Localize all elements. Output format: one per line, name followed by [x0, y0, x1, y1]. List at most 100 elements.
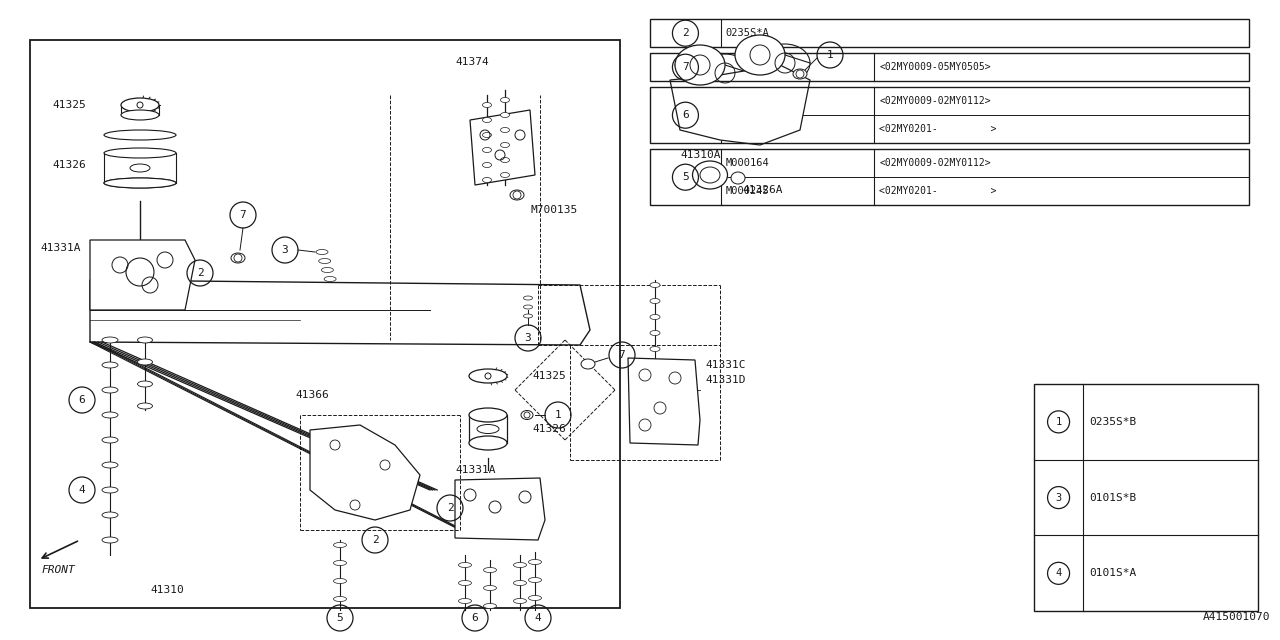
Ellipse shape [334, 561, 347, 566]
Ellipse shape [334, 596, 347, 602]
Ellipse shape [700, 54, 750, 92]
Ellipse shape [458, 580, 471, 586]
Text: 7: 7 [618, 350, 626, 360]
Ellipse shape [458, 563, 471, 568]
Ellipse shape [321, 268, 333, 273]
Bar [650, 53, 1249, 81]
Ellipse shape [230, 253, 244, 263]
Text: 41386: 41386 [726, 96, 756, 106]
Ellipse shape [102, 412, 118, 418]
Ellipse shape [500, 127, 509, 132]
Text: <02MY0009-02MY0112>: <02MY0009-02MY0112> [879, 96, 991, 106]
Ellipse shape [122, 110, 159, 120]
Ellipse shape [500, 143, 509, 147]
Text: A415001070: A415001070 [1202, 612, 1270, 622]
Ellipse shape [324, 276, 337, 282]
Polygon shape [90, 280, 590, 345]
Text: 41326: 41326 [52, 160, 86, 170]
Text: 2: 2 [371, 535, 379, 545]
Text: 4: 4 [1056, 568, 1061, 579]
Ellipse shape [468, 408, 507, 422]
Text: 0101S*B: 0101S*B [1089, 493, 1137, 502]
Bar [1034, 384, 1258, 611]
Text: 2: 2 [447, 503, 453, 513]
Polygon shape [669, 65, 810, 145]
Ellipse shape [104, 148, 177, 158]
Ellipse shape [334, 579, 347, 584]
Ellipse shape [468, 436, 507, 450]
Ellipse shape [122, 98, 159, 112]
Ellipse shape [102, 537, 118, 543]
Ellipse shape [102, 462, 118, 468]
Text: 3: 3 [525, 333, 531, 343]
Text: M030005: M030005 [726, 124, 769, 134]
Ellipse shape [468, 369, 507, 383]
Polygon shape [90, 240, 195, 310]
Ellipse shape [334, 543, 347, 547]
Text: M000164: M000164 [726, 158, 769, 168]
Text: 41331C: 41331C [705, 360, 745, 370]
Text: 41366: 41366 [294, 390, 329, 400]
Ellipse shape [700, 167, 721, 183]
Text: 6: 6 [471, 613, 479, 623]
Ellipse shape [581, 359, 595, 369]
Polygon shape [454, 478, 545, 540]
Text: 2: 2 [197, 268, 204, 278]
Ellipse shape [483, 147, 492, 152]
Ellipse shape [500, 97, 509, 102]
Text: 5: 5 [682, 172, 689, 182]
Ellipse shape [484, 604, 497, 609]
Text: 1: 1 [554, 410, 562, 420]
Ellipse shape [484, 568, 497, 573]
Text: 1: 1 [1056, 417, 1061, 427]
Ellipse shape [500, 173, 509, 177]
Text: 1: 1 [827, 50, 833, 60]
Ellipse shape [513, 563, 526, 568]
Ellipse shape [524, 305, 532, 309]
Text: 0101S*A: 0101S*A [1089, 568, 1137, 579]
Ellipse shape [500, 157, 509, 163]
Ellipse shape [137, 381, 152, 387]
Polygon shape [470, 110, 535, 185]
Ellipse shape [731, 172, 745, 184]
Ellipse shape [500, 113, 509, 118]
Bar [650, 19, 1249, 47]
Text: 41331A: 41331A [454, 465, 495, 475]
Ellipse shape [650, 314, 660, 319]
Ellipse shape [104, 178, 177, 188]
Ellipse shape [513, 598, 526, 604]
Ellipse shape [102, 387, 118, 393]
Ellipse shape [102, 512, 118, 518]
Ellipse shape [102, 337, 118, 343]
Ellipse shape [675, 45, 724, 85]
Bar [29, 40, 620, 608]
Text: 2: 2 [682, 28, 689, 38]
Ellipse shape [458, 598, 471, 604]
Text: <02MY0009-05MY0505>: <02MY0009-05MY0505> [879, 62, 991, 72]
Ellipse shape [102, 487, 118, 493]
Ellipse shape [137, 337, 152, 343]
Text: 4: 4 [78, 485, 86, 495]
Ellipse shape [131, 164, 150, 172]
Text: 41310A: 41310A [680, 150, 721, 160]
Ellipse shape [794, 69, 806, 79]
Ellipse shape [484, 586, 497, 591]
Ellipse shape [650, 330, 660, 335]
Text: 41326: 41326 [532, 424, 566, 434]
Text: 3: 3 [282, 245, 288, 255]
Ellipse shape [102, 362, 118, 368]
Ellipse shape [316, 250, 328, 255]
Bar [650, 149, 1249, 205]
Text: 4: 4 [535, 613, 541, 623]
Ellipse shape [319, 259, 330, 264]
Polygon shape [628, 358, 700, 445]
Ellipse shape [483, 132, 492, 138]
Text: <02MY0201-         >: <02MY0201- > [879, 124, 997, 134]
Text: <02MY0009-02MY0112>: <02MY0009-02MY0112> [879, 158, 991, 168]
Text: 41326A: 41326A [742, 185, 782, 195]
Text: M000245: M000245 [726, 186, 769, 196]
Ellipse shape [477, 424, 499, 433]
Text: 41325: 41325 [532, 371, 566, 381]
Ellipse shape [760, 44, 810, 82]
Text: 7: 7 [239, 210, 246, 220]
